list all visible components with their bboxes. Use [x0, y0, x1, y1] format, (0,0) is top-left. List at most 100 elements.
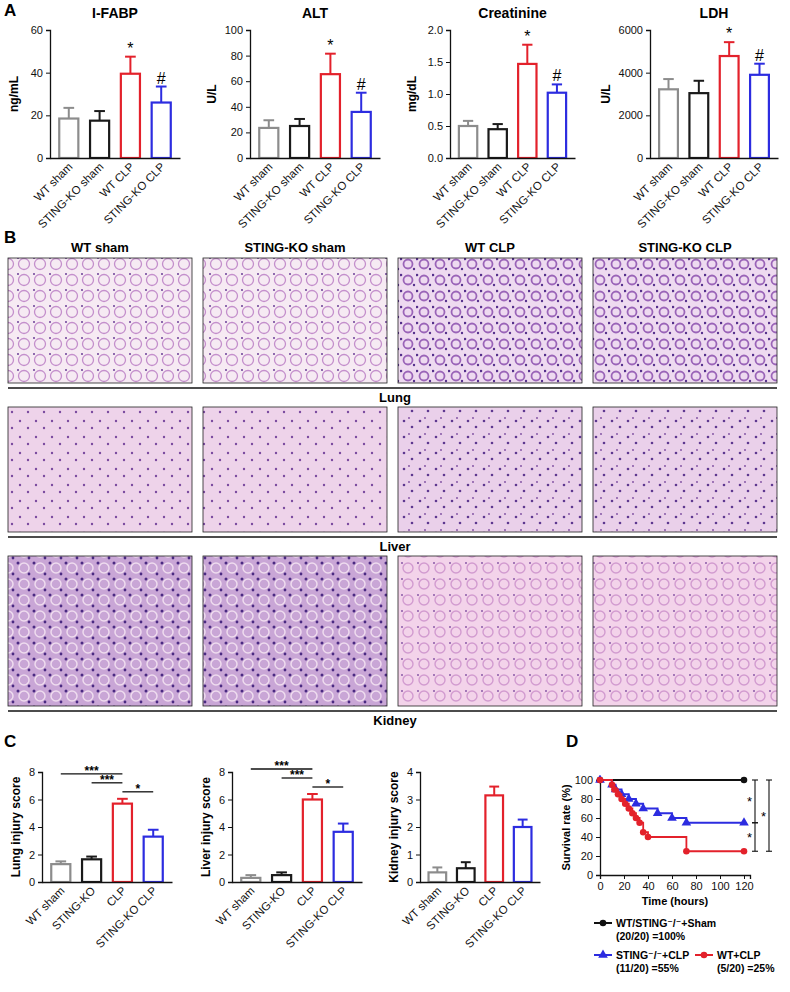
- x-tick-label: STING-KO sham: [635, 160, 705, 230]
- survival-marker: [741, 848, 748, 855]
- y-tick: 80: [581, 793, 600, 805]
- bar-chart: 020406080100WT shamSTING-KO shamWT CLPST…: [205, 5, 381, 230]
- bar: [548, 93, 566, 158]
- significance-mark: *: [524, 28, 530, 45]
- bar-chart: 0204060WT shamSTING-KO shamWT CLPSTING-K…: [7, 5, 181, 230]
- y-axis: 01234: [407, 766, 421, 888]
- y-tick-mark: [46, 158, 50, 159]
- error-bar-cap: [55, 860, 66, 862]
- error-bar-cap: [94, 110, 105, 112]
- x-tick-mark: [672, 875, 673, 879]
- survival-line: [600, 779, 744, 781]
- panel-label: C: [4, 732, 16, 751]
- bar: [152, 103, 171, 158]
- x-tick: 20: [618, 875, 630, 892]
- x-axis: WT shamSTING-KO shamWT CLPSTING-KO CLP: [631, 159, 778, 231]
- error-bar-cap: [63, 107, 74, 109]
- x-tick-label: STING-KO CLP: [497, 160, 563, 226]
- legend-entry: WT+CLP(5/20) =25%: [695, 949, 775, 974]
- bar: [489, 129, 507, 158]
- significance-mark: *: [726, 25, 732, 42]
- comparison-bracket-cap: [752, 822, 758, 823]
- survival-marker: [683, 848, 690, 855]
- y-axis-line: [246, 31, 251, 159]
- y-tick-label: 2: [407, 821, 413, 833]
- y-tick: 6: [219, 794, 232, 806]
- x-axis-line: [651, 158, 779, 159]
- y-tick: 60: [31, 24, 50, 36]
- x-tick-mark: [720, 875, 721, 879]
- bar: [457, 868, 475, 882]
- y-tick-label: 2: [29, 849, 35, 861]
- x-tick-label: 40: [642, 880, 654, 892]
- panel-label: D: [566, 732, 578, 751]
- y-tick: 40: [231, 101, 250, 113]
- y-tick-label: 6000: [619, 24, 643, 36]
- y-tick-mark: [46, 73, 50, 74]
- error-bar: [356, 93, 367, 112]
- y-tick: 2: [407, 821, 420, 833]
- comparison-bracket-cap: [766, 779, 772, 780]
- y-tick-label: 40: [231, 101, 243, 113]
- figure: ABCDWT shamSTING-KO shamWT CLPSTING-KO C…: [0, 0, 790, 992]
- error-bar-cap: [263, 119, 274, 121]
- bar: [518, 64, 536, 158]
- x-tick-mark: [744, 875, 745, 879]
- y-axis: 0204060: [31, 24, 51, 164]
- bar-chart: 01234WT shamSTING-KOCLPSTING-KO CLPKidne…: [387, 766, 541, 950]
- error-bar: [493, 124, 503, 129]
- x-tick-label: 100: [711, 880, 729, 892]
- y-axis-line: [596, 781, 601, 876]
- y-tick: 100: [225, 24, 250, 36]
- y-tick: 3: [407, 794, 420, 806]
- error-bar: [55, 861, 66, 864]
- row-divider: [8, 536, 777, 537]
- error-bar-stem: [493, 787, 495, 796]
- y-tick-mark: [228, 772, 232, 773]
- y-axis-title: Kidney injury score: [387, 771, 401, 883]
- y-tick-mark: [596, 837, 600, 838]
- y-tick-label: 0: [219, 876, 225, 888]
- y-tick: 1.5: [428, 56, 450, 68]
- y-axis: 02468: [219, 766, 233, 888]
- y-tick-label: 4000: [619, 67, 643, 79]
- error-bar: [117, 799, 128, 804]
- y-tick-label: 60: [581, 812, 593, 824]
- error-bar: [156, 87, 167, 103]
- x-tick: 40: [642, 875, 654, 892]
- y-tick-mark: [416, 882, 420, 883]
- comparison-bracket: [768, 780, 769, 851]
- y-tick-mark: [246, 30, 250, 31]
- column-header: STING-KO sham: [244, 240, 345, 255]
- survival-marker: [682, 817, 692, 825]
- micrograph: [593, 258, 777, 383]
- y-tick-mark: [46, 30, 50, 31]
- error-bar-stem: [668, 79, 670, 89]
- y-tick-mark: [246, 81, 250, 82]
- y-tick-mark: [416, 800, 420, 801]
- chart-title: ALT: [302, 5, 329, 21]
- x-tick: STING-KO sham: [36, 160, 106, 230]
- error-bar-stem: [522, 820, 524, 827]
- micrograph: [398, 258, 582, 383]
- survival-line: [600, 780, 744, 823]
- x-axis: WT shamSTING-KOCLPSTING-KO CLP: [24, 883, 173, 951]
- y-tick: 2.0: [428, 24, 450, 36]
- y-tick: 4: [407, 766, 420, 778]
- error-bar-stem: [329, 54, 331, 74]
- micrograph: [203, 258, 387, 383]
- micrograph: [398, 407, 582, 532]
- comparison-label: ***: [100, 773, 114, 787]
- plot-area: [51, 799, 163, 882]
- y-axis-line: [646, 31, 651, 159]
- plot-area: [459, 45, 566, 158]
- y-tick: 8: [219, 766, 232, 778]
- bar: [334, 832, 353, 882]
- micrograph: [593, 407, 777, 532]
- y-tick-mark: [38, 882, 42, 883]
- y-tick-label: 1: [407, 849, 413, 861]
- y-tick-label: 8: [29, 766, 35, 778]
- plot-area: [429, 787, 532, 882]
- x-tick-label: STING-KO: [240, 884, 288, 932]
- y-tick-mark: [416, 772, 420, 773]
